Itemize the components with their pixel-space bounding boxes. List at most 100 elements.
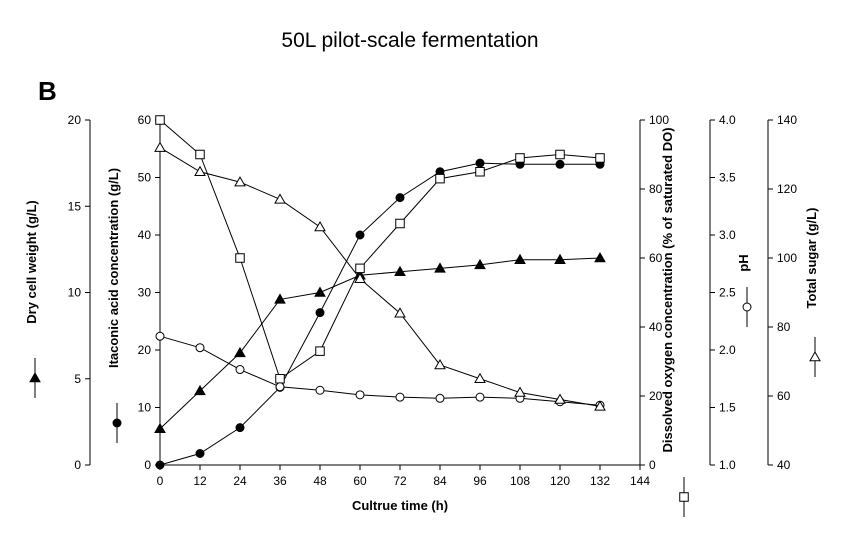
do-point xyxy=(435,173,445,184)
do-point xyxy=(355,263,365,274)
ia-tick-label: 0 xyxy=(144,458,151,472)
dcw-tick-label: 0 xyxy=(74,458,81,472)
do-tick-label: 20 xyxy=(649,389,663,403)
ia-tick-label: 40 xyxy=(138,228,152,242)
ph-point xyxy=(235,365,245,375)
dcw-tick-label: 20 xyxy=(68,113,82,127)
do-point xyxy=(555,149,565,160)
do-point xyxy=(155,115,165,125)
do-tick-label: 100 xyxy=(649,113,669,127)
do-tick-label: 0 xyxy=(649,458,656,472)
sugar-axis-title: Total sugar (g/L) xyxy=(804,208,819,309)
ia-point xyxy=(555,159,565,169)
ph-point xyxy=(435,393,445,403)
do-tick-label: 60 xyxy=(649,251,663,265)
ia-tick-label: 20 xyxy=(138,343,152,357)
ia-point xyxy=(395,193,405,203)
dcw-tick-label: 10 xyxy=(68,286,82,300)
sugar-tick-label: 80 xyxy=(777,320,791,334)
ia-point xyxy=(195,449,205,458)
ia-point xyxy=(355,230,365,240)
do-axis-title: Dissolved oxygen concentration (% of sat… xyxy=(660,127,675,452)
ia-point xyxy=(235,423,245,433)
ia-point xyxy=(315,308,325,318)
sugar-tick-label: 60 xyxy=(777,389,791,403)
do-point xyxy=(515,153,525,163)
dcw-axis-title: Dry cell weight (g/L) xyxy=(24,200,39,324)
ph-point xyxy=(395,392,405,402)
ia-tick-label: 50 xyxy=(138,171,152,185)
sugar-tick-label: 140 xyxy=(777,113,797,127)
ph-axis-title: pH xyxy=(736,254,751,271)
ia-series-line xyxy=(159,162,600,466)
do-point xyxy=(595,153,605,163)
x-tick-label: 120 xyxy=(550,474,570,488)
x-axis-title: Cultrue time (h) xyxy=(352,498,448,513)
ph-point xyxy=(315,385,325,395)
ia-legend-marker xyxy=(112,418,122,428)
panel-label: B xyxy=(38,76,57,106)
do-point xyxy=(275,374,285,384)
ia-axis-title: Itaconic acid concentration (g/L) xyxy=(106,168,121,368)
sugar-point xyxy=(314,220,326,232)
sugar-series-line xyxy=(159,147,601,407)
sugar-point xyxy=(234,176,246,187)
dcw-point xyxy=(434,262,446,273)
dcw-tick-label: 5 xyxy=(74,372,81,386)
do-tick-label: 80 xyxy=(649,182,663,196)
ph-tick-label: 3.5 xyxy=(719,171,736,185)
ph-point xyxy=(195,343,205,353)
ph-point xyxy=(275,382,285,392)
do-series-line xyxy=(159,119,601,380)
do-point xyxy=(195,149,205,160)
sugar-point xyxy=(354,272,366,283)
ph-tick-label: 1.0 xyxy=(719,458,736,472)
ph-tick-label: 3.0 xyxy=(719,228,736,242)
do-point xyxy=(395,218,405,229)
dcw-legend-marker xyxy=(29,371,41,383)
x-tick-label: 84 xyxy=(433,474,447,488)
ia-point xyxy=(475,158,485,168)
dcw-point xyxy=(394,265,406,277)
x-tick-label: 144 xyxy=(630,474,650,488)
x-tick-label: 36 xyxy=(273,474,287,488)
sugar-tick-label: 100 xyxy=(777,251,797,265)
ia-tick-label: 30 xyxy=(138,286,152,300)
chart-title: 50L pilot-scale fermentation xyxy=(281,29,538,52)
x-tick-label: 24 xyxy=(233,474,247,488)
dcw-point xyxy=(194,384,206,396)
dcw-point xyxy=(594,251,606,263)
ph-series-line xyxy=(159,335,601,406)
ph-point xyxy=(155,331,165,341)
sugar-point xyxy=(554,393,566,404)
dcw-series-line xyxy=(159,257,601,430)
sugar-legend-marker xyxy=(809,350,821,362)
sugar-tick-label: 40 xyxy=(777,458,791,472)
do-point xyxy=(235,253,245,263)
sugar-point xyxy=(474,372,486,383)
do-point xyxy=(475,167,485,177)
dcw-point xyxy=(554,253,566,264)
x-tick-label: 72 xyxy=(393,474,407,488)
ph-point xyxy=(475,392,485,402)
dcw-point xyxy=(274,293,286,304)
sugar-point xyxy=(514,386,526,397)
ph-point xyxy=(355,390,365,400)
do-legend-marker xyxy=(679,492,689,502)
x-tick-label: 96 xyxy=(473,474,487,488)
x-tick-label: 60 xyxy=(353,474,367,488)
ia-tick-label: 10 xyxy=(138,401,152,415)
dcw-tick-label: 15 xyxy=(68,199,82,213)
x-tick-label: 12 xyxy=(193,474,207,488)
ia-tick-label: 60 xyxy=(138,113,152,127)
do-tick-label: 40 xyxy=(649,320,663,334)
sugar-tick-label: 120 xyxy=(777,182,797,196)
do-point xyxy=(315,346,325,356)
sugar-point xyxy=(194,165,206,176)
sugar-point xyxy=(274,193,286,204)
ph-tick-label: 2.0 xyxy=(719,343,736,357)
ph-tick-label: 4.0 xyxy=(719,113,736,127)
ph-tick-label: 1.5 xyxy=(719,401,736,415)
ph-tick-label: 2.5 xyxy=(719,286,736,300)
